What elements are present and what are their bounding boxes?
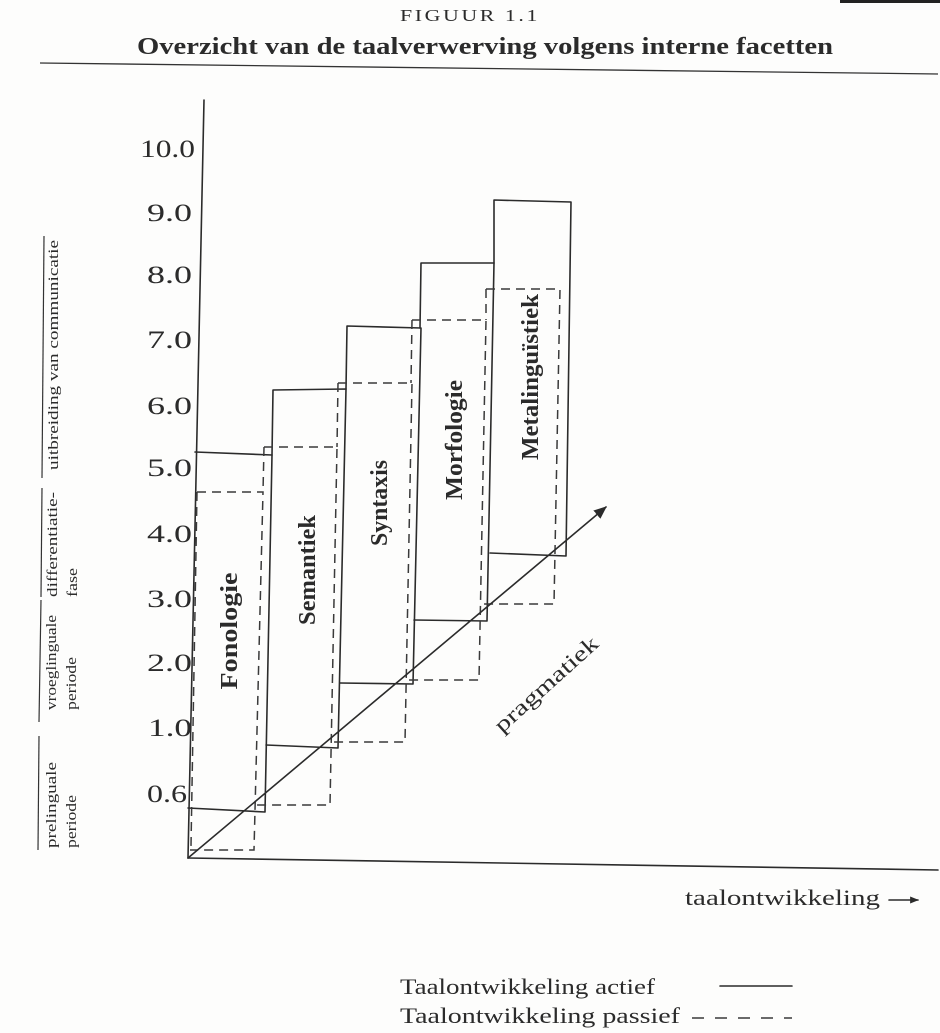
morfologie-active-outline bbox=[413, 262, 495, 622]
period-label-line1: differentiatie- bbox=[45, 492, 61, 597]
period-label-line2: fase bbox=[65, 568, 81, 597]
period-prelinguale: prelinguale periode bbox=[37, 735, 80, 851]
facet-label-fonologie: Fonologie bbox=[217, 572, 243, 689]
y-tick-label: 9.0 bbox=[147, 200, 192, 227]
y-tick-label: 0.6 bbox=[147, 781, 187, 808]
y-tick-label: 10.0 bbox=[140, 136, 195, 163]
semantiek-active-outline bbox=[265, 388, 347, 749]
y-axis-ticks: 10.0 9.0 8.0 7.0 6.0 5.0 4.0 3.0 2.0 1.0… bbox=[140, 136, 195, 808]
figure-label: FIGUUR 1.1 bbox=[400, 6, 540, 25]
metalinguistiek-active-outline bbox=[489, 199, 572, 557]
facet-label-morfologie: Morfologie bbox=[442, 380, 468, 500]
period-differentiatie: differentiatie- fase bbox=[40, 487, 81, 598]
period-label-line1: prelinguale bbox=[44, 762, 60, 848]
y-tick-label: 8.0 bbox=[147, 262, 192, 289]
period-label-line1: vroeglinguale bbox=[44, 615, 60, 710]
figure-title: Overzicht van de taalverwerving volgens … bbox=[137, 34, 833, 60]
y-tick-label: 2.0 bbox=[147, 650, 192, 677]
legend-label-passive: Taalontwikkeling passief bbox=[400, 1003, 681, 1028]
y-tick-label: 3.0 bbox=[147, 586, 192, 613]
facet-morfologie: Morfologie bbox=[406, 262, 495, 681]
figure-header: FIGUUR 1.1 Overzicht van de taalverwervi… bbox=[39, 0, 940, 75]
facet-semantiek: Semantiek bbox=[256, 388, 347, 806]
period-label-line1: uitbreiding van communicatie bbox=[46, 240, 62, 470]
pragmatiek-arrow bbox=[187, 506, 607, 859]
facet-label-syntaxis: Syntaxis bbox=[367, 460, 393, 546]
legend-item-active: Taalontwikkeling actief bbox=[400, 974, 793, 999]
period-bracket bbox=[37, 735, 40, 851]
y-tick-label: 6.0 bbox=[147, 393, 192, 420]
period-label-line2: periode bbox=[64, 795, 80, 848]
x-axis bbox=[187, 857, 939, 871]
syntaxis-active-outline bbox=[339, 325, 422, 685]
period-label-line2: periode bbox=[64, 657, 80, 710]
pragmatiek-label: pragmatiek bbox=[489, 631, 604, 738]
legend-label-active: Taalontwikkeling actief bbox=[400, 974, 656, 999]
period-labels: prelinguale periode vroeglinguale period… bbox=[37, 235, 81, 851]
fonologie-passive-outline bbox=[190, 491, 264, 851]
y-axis bbox=[187, 99, 205, 859]
facet-label-semantiek: Semantiek bbox=[295, 514, 321, 625]
syntaxis-passive-outline bbox=[331, 382, 413, 743]
period-vroeglinguale: vroeglinguale periode bbox=[38, 599, 80, 723]
x-axis-caption: taalontwikkeling bbox=[685, 885, 919, 910]
title-rule bbox=[39, 62, 939, 75]
period-bracket bbox=[38, 599, 42, 723]
period-uitbreiding: uitbreiding van communicatie bbox=[41, 235, 62, 479]
fonologie-active-outline bbox=[187, 451, 273, 813]
pragmatiek-axis: pragmatiek bbox=[187, 506, 607, 859]
legend: Taalontwikkeling actief Taalontwikkeling… bbox=[400, 974, 793, 1028]
y-tick-label: 5.0 bbox=[147, 455, 192, 482]
period-bracket bbox=[41, 235, 45, 479]
semantiek-passive-outline bbox=[256, 446, 338, 806]
y-tick-label: 7.0 bbox=[147, 327, 192, 354]
y-tick-label: 4.0 bbox=[147, 521, 192, 548]
period-bracket bbox=[40, 487, 43, 598]
facet-syntaxis: Syntaxis bbox=[331, 325, 422, 743]
morfologie-passive-outline bbox=[406, 319, 487, 681]
legend-item-passive: Taalontwikkeling passief bbox=[400, 1003, 792, 1028]
y-tick-label: 1.0 bbox=[148, 715, 192, 742]
facet-metalinguistiek: Metalinguïstiek bbox=[480, 199, 572, 605]
metalinguistiek-passive-outline bbox=[480, 288, 561, 605]
x-axis-label: taalontwikkeling bbox=[685, 885, 880, 910]
facet-fonologie: Fonologie bbox=[187, 451, 273, 851]
facet-label-metalinguistiek: Metalinguïstiek bbox=[518, 293, 544, 460]
